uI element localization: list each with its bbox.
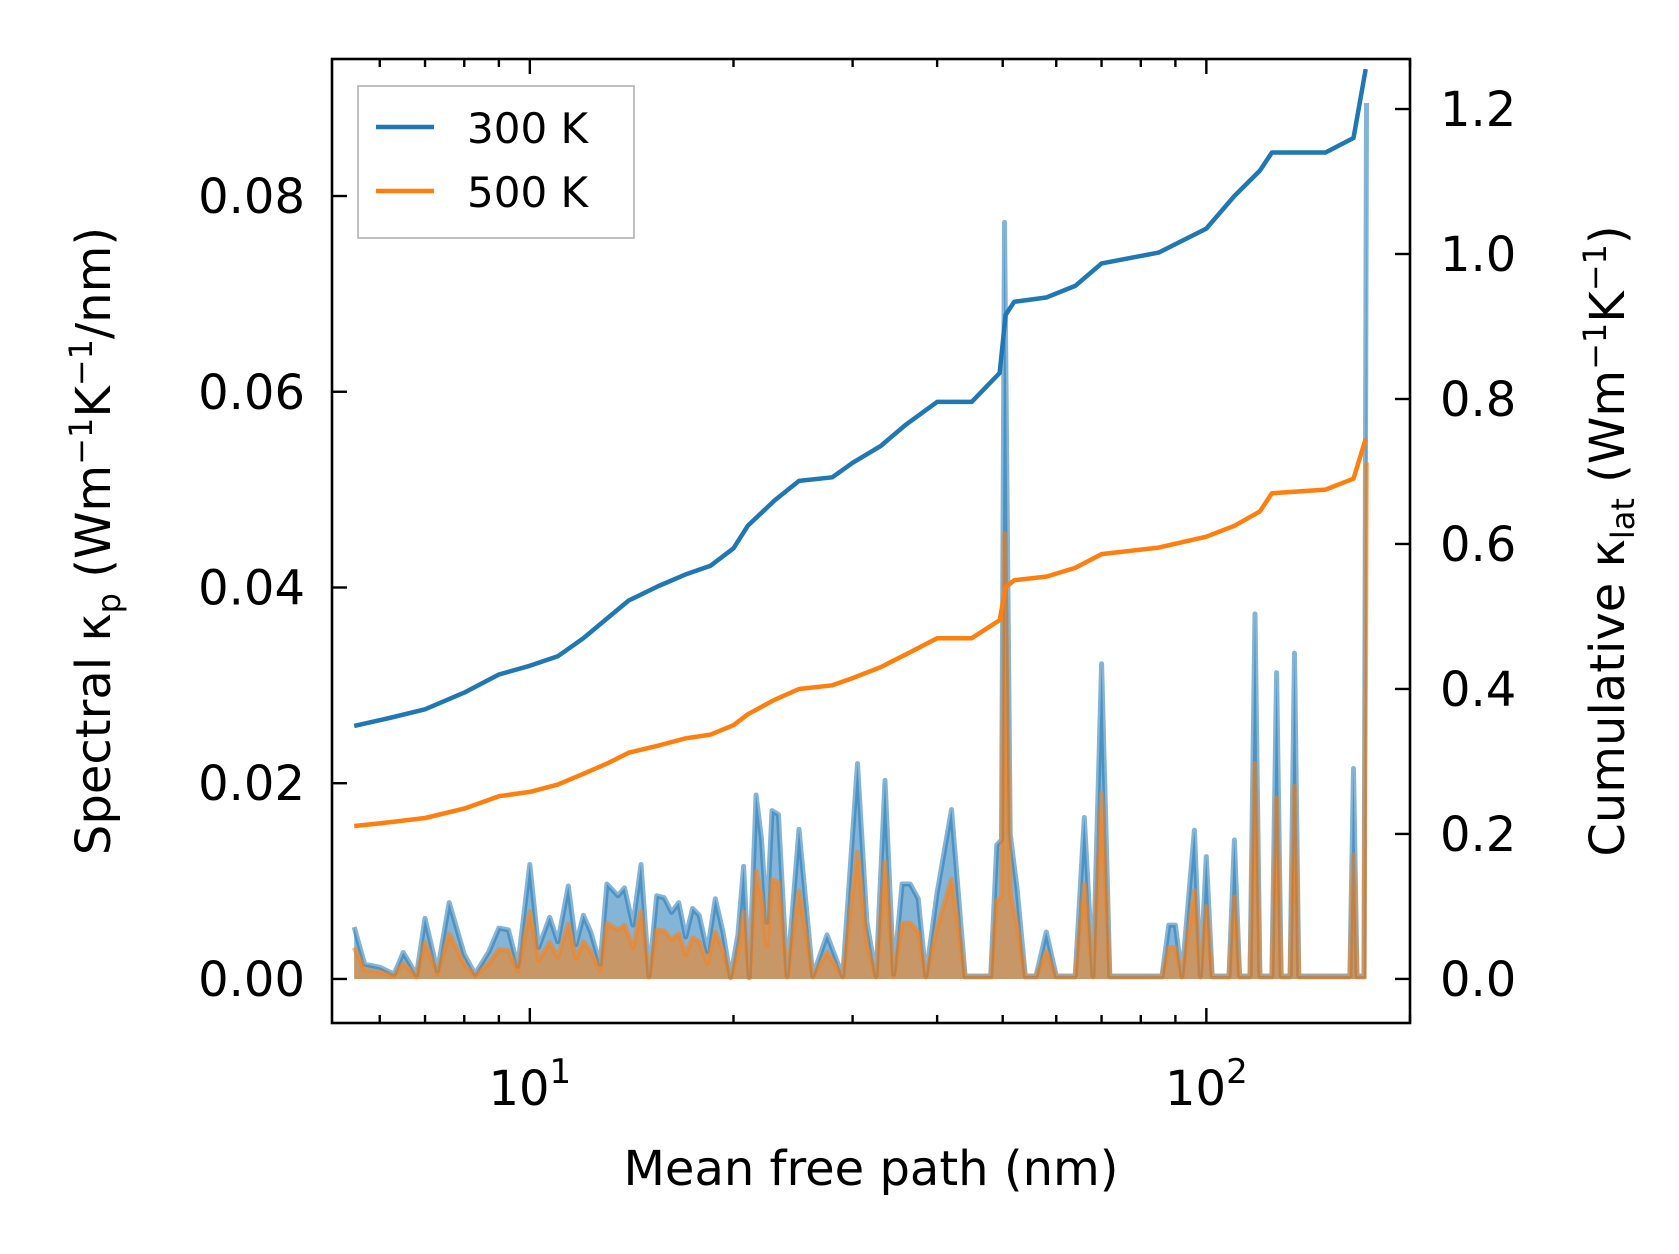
spectral-lines (351, 102, 1369, 981)
y-axis-label-left: Spectral κp (Wm−1K−1/nm) (62, 227, 128, 855)
y-right-tick-label: 0.0 (1440, 952, 1516, 1008)
plot-frame (330, 57, 1412, 1025)
y-left-tick-label: 0.00 (198, 952, 305, 1008)
tick-labels: 101 102 0.00 0.02 0.04 0.06 0.08 0.0 0.2 0.4 0.6 0.… (198, 82, 1516, 1117)
cumulative-lines (353, 68, 1368, 829)
y-left-tick-label: 0.08 (198, 169, 305, 225)
y-right-tick-label: 0.8 (1440, 372, 1516, 428)
legend: 300 K 500 K (357, 85, 635, 239)
y-right-tick-label: 0.2 (1440, 807, 1516, 863)
legend-label-500k: 500 K (467, 168, 590, 217)
x-axis-label: Mean free path (nm) (624, 1141, 1119, 1197)
cumulative-line-300k (353, 68, 1368, 729)
x-tick-label: 101 (488, 1052, 571, 1117)
x-tick-label: 102 (1165, 1052, 1248, 1117)
y-right-tick-label: 1.0 (1440, 227, 1516, 283)
y-right-tick-label: 0.4 (1440, 662, 1516, 718)
y-left-tick-label: 0.04 (198, 560, 305, 616)
cumulative-line-500k (353, 438, 1368, 829)
y-axis-label-right: Cumulative κlat (Wm−1K−1) (1576, 225, 1642, 856)
y-right-tick-label: 1.2 (1440, 82, 1516, 138)
y-right-tick-label: 0.6 (1440, 517, 1516, 573)
legend-label-300k: 300 K (467, 104, 590, 153)
y-left-tick-label: 0.02 (198, 756, 305, 812)
legend-box (357, 85, 635, 239)
spectral-line-500k (351, 462, 1369, 981)
axis-ticks (332, 59, 1412, 1023)
y-left-tick-label: 0.06 (198, 365, 305, 421)
